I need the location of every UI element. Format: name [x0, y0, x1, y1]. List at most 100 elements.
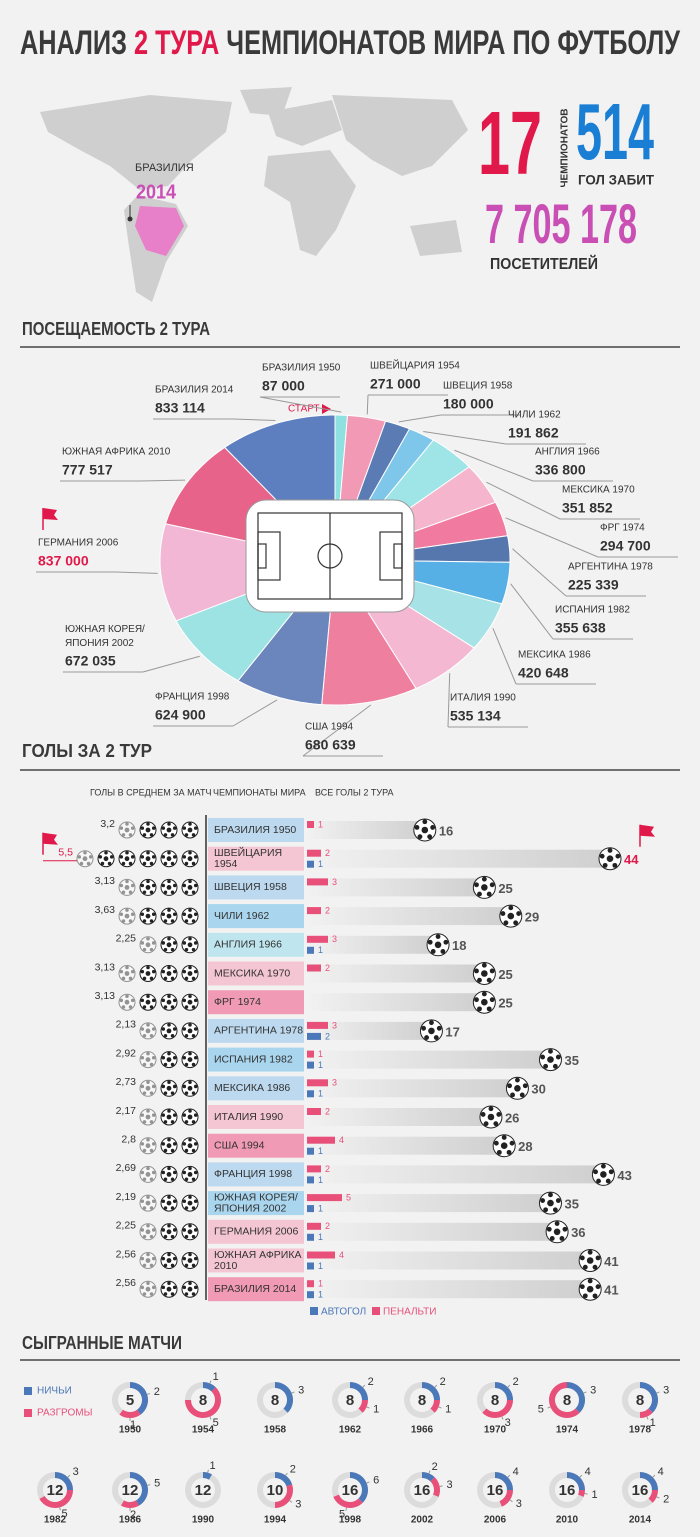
ball-patch	[548, 1192, 553, 1198]
flag	[42, 508, 58, 530]
small-bar-label: 5	[346, 1192, 351, 1202]
ball-icon	[181, 1223, 199, 1241]
small-bar-label: 2	[325, 1106, 330, 1116]
total-label: 16	[439, 823, 453, 838]
ball-patch	[184, 1120, 189, 1124]
ball-patch	[161, 1055, 166, 1060]
ball-patch	[184, 919, 189, 923]
ball-patch	[142, 1120, 147, 1124]
total-label: 26	[505, 1110, 519, 1125]
small-bar	[307, 935, 328, 943]
ball-patch	[151, 1084, 156, 1089]
ball-icon	[118, 821, 136, 839]
ball-patch	[166, 856, 172, 862]
ball-patch	[172, 1055, 177, 1060]
ball-patch	[140, 941, 145, 945]
avg-balls	[139, 1079, 199, 1097]
ball-patch	[579, 1284, 585, 1290]
avg-label: 3,13	[95, 961, 116, 973]
category-box	[208, 875, 304, 900]
donut-value: 5	[538, 1403, 544, 1415]
avg-label: 2,8	[121, 1133, 136, 1145]
ball-patch	[193, 855, 198, 859]
ball-icon	[181, 965, 199, 982]
donut-arc	[129, 1382, 148, 1415]
continent	[264, 150, 356, 256]
ball-patch	[151, 826, 156, 830]
category-label: ИТАЛИЯ 1990	[214, 1111, 283, 1123]
ball-patch	[184, 890, 189, 895]
donut-value: 2	[368, 1376, 374, 1388]
ball-patch	[592, 1264, 598, 1270]
ball-patch	[167, 1137, 171, 1142]
category-box	[208, 1219, 304, 1244]
ball-icon	[181, 1051, 199, 1069]
ball-patch	[121, 1005, 126, 1009]
ball-body	[139, 1223, 157, 1241]
ball-patch	[607, 848, 613, 853]
ball-patch	[480, 1112, 486, 1117]
donut-year: 2006	[484, 1515, 507, 1526]
ball-patch	[170, 1177, 175, 1182]
ball-patch	[151, 883, 156, 888]
ball-patch	[151, 1256, 156, 1261]
ball-icon	[598, 847, 622, 871]
total-bar	[305, 1280, 591, 1299]
ball-patch	[145, 856, 151, 862]
small-bar-label: 2	[325, 1221, 330, 1231]
small-bar-label: 1	[318, 1089, 323, 1099]
avg-balls	[139, 1137, 199, 1155]
avg-label: 2,69	[116, 1162, 137, 1174]
ball-patch	[430, 825, 436, 830]
category-label: ФРГ 1974	[214, 996, 261, 1008]
ball-icon	[160, 1108, 178, 1126]
ball-patch	[193, 969, 198, 974]
ball-patch	[145, 827, 151, 833]
ball-patch	[149, 1148, 154, 1153]
donut-total: 12	[47, 1482, 64, 1499]
total-label: 41	[604, 1254, 618, 1269]
ball-patch	[188, 1023, 192, 1027]
ball-patch	[422, 819, 428, 825]
segment-name: МЕКСИКА 1970	[562, 485, 635, 496]
small-bar	[307, 946, 314, 954]
ball-patch	[615, 853, 621, 859]
donut-leader	[507, 1474, 511, 1478]
ball-icon	[479, 1105, 503, 1129]
donut-year: 1954	[192, 1425, 215, 1436]
small-bar	[307, 1061, 314, 1069]
ball-icon	[413, 818, 437, 842]
ball-patch	[172, 998, 177, 1003]
donut-arc	[39, 1489, 73, 1508]
ball-patch	[172, 855, 177, 859]
small-bar	[307, 1262, 314, 1270]
donut-arc	[499, 1489, 513, 1507]
ball-patch	[182, 1055, 187, 1060]
donut-arc	[274, 1382, 293, 1413]
section-title: СЫГРАННЫЕ МАТЧИ	[22, 1333, 182, 1353]
ball-patch	[172, 1084, 177, 1089]
donut-value: 5	[154, 1477, 160, 1489]
ball-patch	[163, 1005, 168, 1009]
ball-patch	[142, 1091, 147, 1095]
ball-patch	[435, 934, 441, 939]
segment-value: 624 900	[155, 707, 206, 723]
small-bar	[307, 1205, 314, 1213]
ball-patch	[184, 1148, 189, 1153]
ball-icon	[492, 1134, 516, 1158]
ball-patch	[424, 1035, 430, 1040]
section-title: ГОЛЫ ЗА 2 ТУР	[22, 741, 152, 761]
donut-value: 5	[61, 1508, 67, 1520]
avg-balls	[139, 1280, 199, 1298]
ball-patch	[428, 1027, 435, 1035]
donut-value: 3	[447, 1479, 453, 1491]
donut-arc	[566, 1472, 585, 1491]
ball-patch	[130, 912, 135, 917]
ball-patch	[163, 890, 168, 895]
segment-value: 777 517	[62, 462, 113, 478]
ball-patch	[166, 1085, 172, 1091]
leader-line	[259, 396, 342, 413]
field-line	[257, 543, 267, 569]
ball-patch	[500, 1142, 508, 1149]
ball-patch	[167, 1281, 171, 1285]
